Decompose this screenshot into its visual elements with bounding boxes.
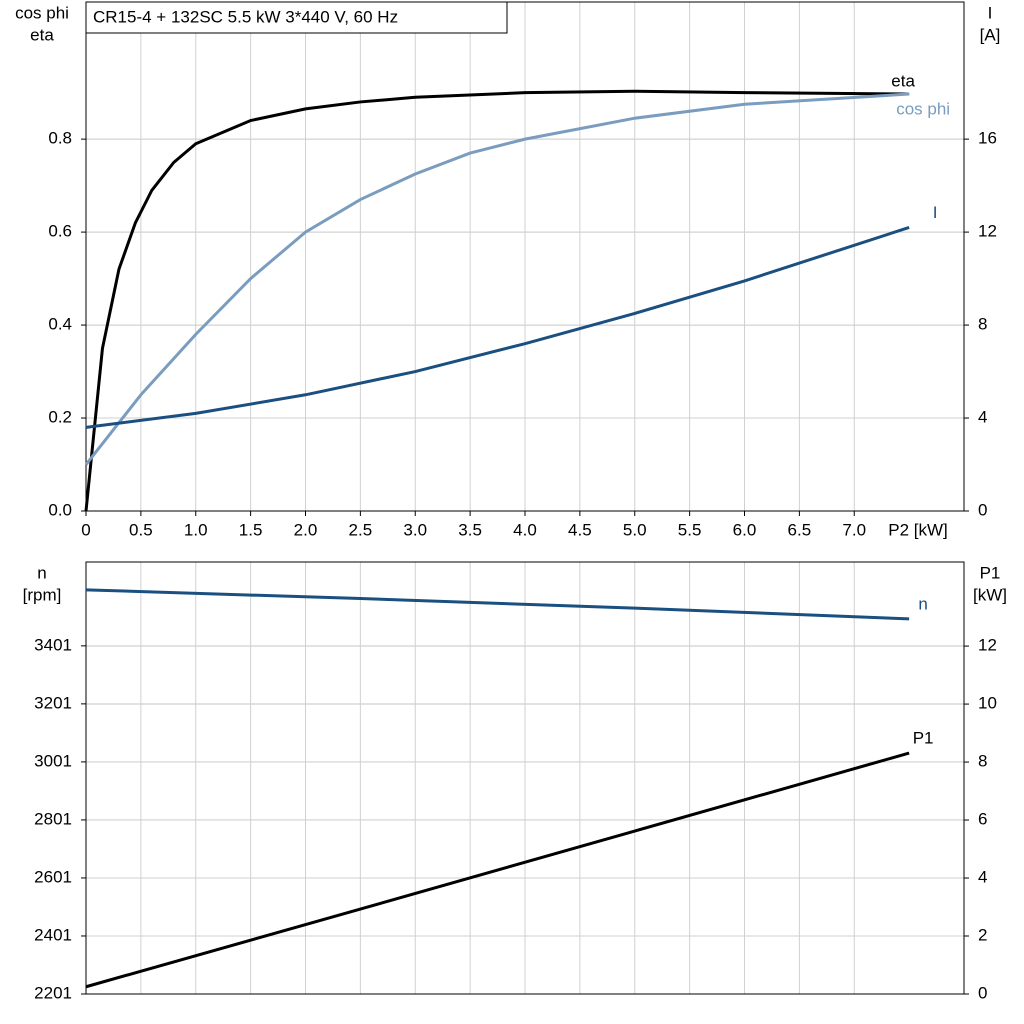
- x-tick-label: 1.0: [184, 520, 208, 539]
- y2-axis-label: [A]: [980, 25, 1001, 44]
- x-axis-label: P2 [kW]: [888, 520, 948, 539]
- y2-tick-label: 2: [978, 925, 987, 944]
- y2-tick-label: 0: [978, 983, 987, 1002]
- y-axis-label: [rpm]: [23, 585, 62, 604]
- x-tick-label: 3.0: [403, 520, 427, 539]
- y2-tick-label: 0: [978, 500, 987, 519]
- x-tick-label: 5.0: [623, 520, 647, 539]
- y2-tick-label: 16: [978, 129, 997, 148]
- x-tick-label: 7.0: [842, 520, 866, 539]
- y-tick-label: 0.6: [48, 222, 72, 241]
- x-tick-label: 6.0: [733, 520, 757, 539]
- series-label: eta: [891, 72, 915, 91]
- y-tick-label: 0.4: [48, 315, 72, 334]
- y-tick-label: 2401: [34, 925, 72, 944]
- series-label: n: [918, 594, 927, 613]
- series-label: I: [933, 203, 938, 222]
- y2-axis-label: I: [988, 3, 993, 22]
- y-tick-label: 3001: [34, 751, 72, 770]
- y-tick-label: 2601: [34, 867, 72, 886]
- line-series: [84, 92, 910, 466]
- x-tick-label: 5.5: [678, 520, 702, 539]
- y-tick-label: 0.8: [48, 129, 72, 148]
- y-tick-label: 0.2: [48, 408, 72, 427]
- y-tick-label: 2201: [34, 983, 72, 1002]
- y2-axis-label: P1: [980, 563, 1001, 582]
- y-axis-label: eta: [30, 25, 54, 44]
- plot-frame: [85, 1, 965, 512]
- x-tick-label: 3.5: [458, 520, 482, 539]
- chart-title: CR15-4 + 132SC 5.5 kW 3*440 V, 60 Hz: [93, 7, 398, 26]
- line-series: [85, 226, 910, 429]
- x-tick-label: 6.5: [788, 520, 812, 539]
- y2-tick-label: 4: [978, 408, 987, 427]
- y2-tick-label: 10: [978, 694, 997, 713]
- x-tick-label: 2.5: [349, 520, 373, 539]
- series-label: cos phi: [896, 100, 950, 119]
- x-tick-label: 1.5: [239, 520, 263, 539]
- y2-tick-label: 12: [978, 636, 997, 655]
- y-axis-label: n: [37, 563, 46, 582]
- y2-tick-label: 4: [978, 868, 987, 887]
- y-tick-label: 2801: [34, 809, 72, 828]
- y2-tick-label: 8: [978, 752, 987, 771]
- y-tick-label: 3201: [34, 693, 72, 712]
- series-label: P1: [913, 729, 934, 748]
- line-series: [84, 89, 910, 512]
- y2-tick-label: 12: [978, 222, 997, 241]
- y-tick-label: 3401: [34, 635, 72, 654]
- x-tick-label: 4.5: [568, 520, 592, 539]
- title-box: [85, 1, 508, 34]
- line-series: [85, 588, 910, 621]
- y2-axis-label: [kW]: [973, 585, 1007, 604]
- x-tick-label: 2.0: [294, 520, 318, 539]
- plot-frame: [85, 561, 965, 995]
- y-tick-label: 0.0: [48, 500, 72, 519]
- y2-tick-label: 8: [978, 315, 987, 334]
- x-tick-label: 0: [81, 520, 90, 539]
- x-tick-label: 0.5: [129, 520, 153, 539]
- x-tick-label: 4.0: [513, 520, 537, 539]
- line-series: [85, 751, 910, 989]
- y2-tick-label: 6: [978, 810, 987, 829]
- y-axis-label: cos phi: [15, 3, 69, 22]
